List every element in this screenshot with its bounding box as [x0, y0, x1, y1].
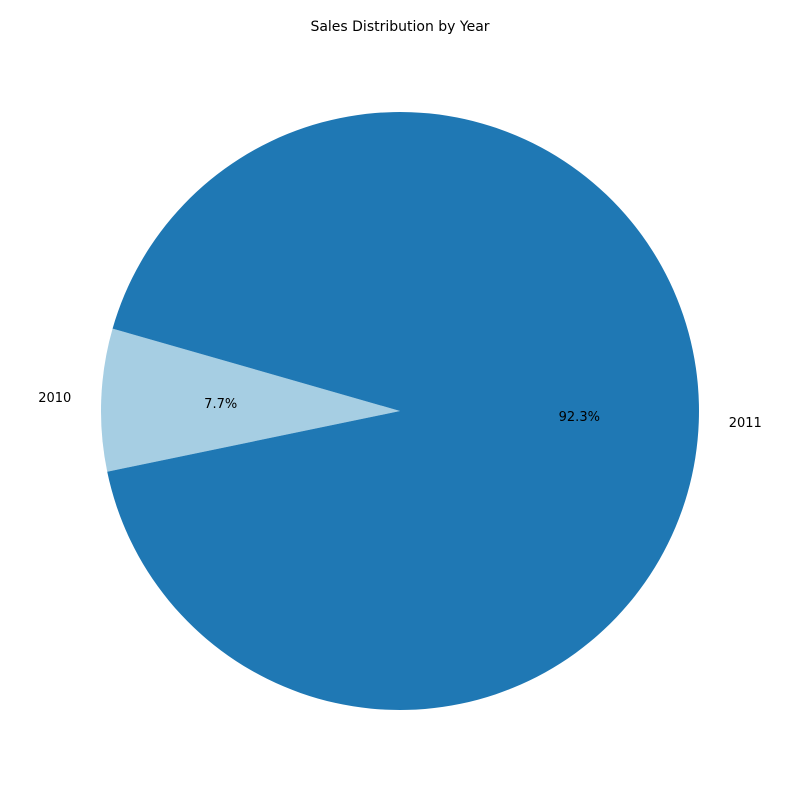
pie-slice-2011	[107, 112, 699, 711]
pie-labels: 2010 7.7% 2011 92.3%	[38, 391, 762, 431]
slice-percent-2011: 92.3%	[559, 410, 600, 425]
pie-slice-2010	[100, 328, 401, 472]
slice-percent-2010: 7.7%	[204, 397, 237, 412]
slice-label-2011: 2011	[729, 416, 762, 431]
pie-slices	[100, 112, 699, 711]
chart-title: Sales Distribution by Year	[310, 19, 489, 35]
slice-label-2010: 2010	[38, 391, 71, 406]
